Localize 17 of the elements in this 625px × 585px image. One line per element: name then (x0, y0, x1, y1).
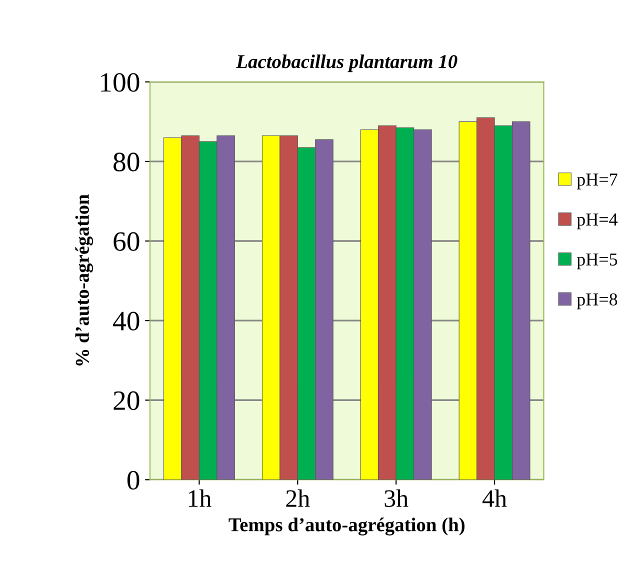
chart-title: Lactobacillus plantarum 10 (236, 54, 458, 72)
x-axis-title: Temps d’auto-agrégation (h) (228, 518, 464, 536)
legend-label: pH=5 (576, 254, 618, 270)
y-axis-title: % d’auto-agrégation (75, 194, 94, 366)
y-tick-label: 40 (113, 312, 140, 330)
x-tick-label: 2h (286, 489, 310, 507)
x-tick-label: 3h (384, 489, 408, 508)
y-tick-label: 100 (101, 73, 140, 92)
x-tick-label: 1h (188, 489, 212, 507)
legend-label: pH=7 (576, 174, 618, 190)
legend-label: pH=4 (576, 214, 618, 230)
y-tick-label: 0 (127, 470, 140, 490)
y-tick-label: 20 (114, 391, 140, 410)
x-tick-label: 4h (482, 489, 507, 507)
legend-label: pH=8 (576, 293, 618, 310)
y-tick-label: 80 (114, 152, 140, 172)
y-tick-label: 60 (114, 232, 140, 251)
